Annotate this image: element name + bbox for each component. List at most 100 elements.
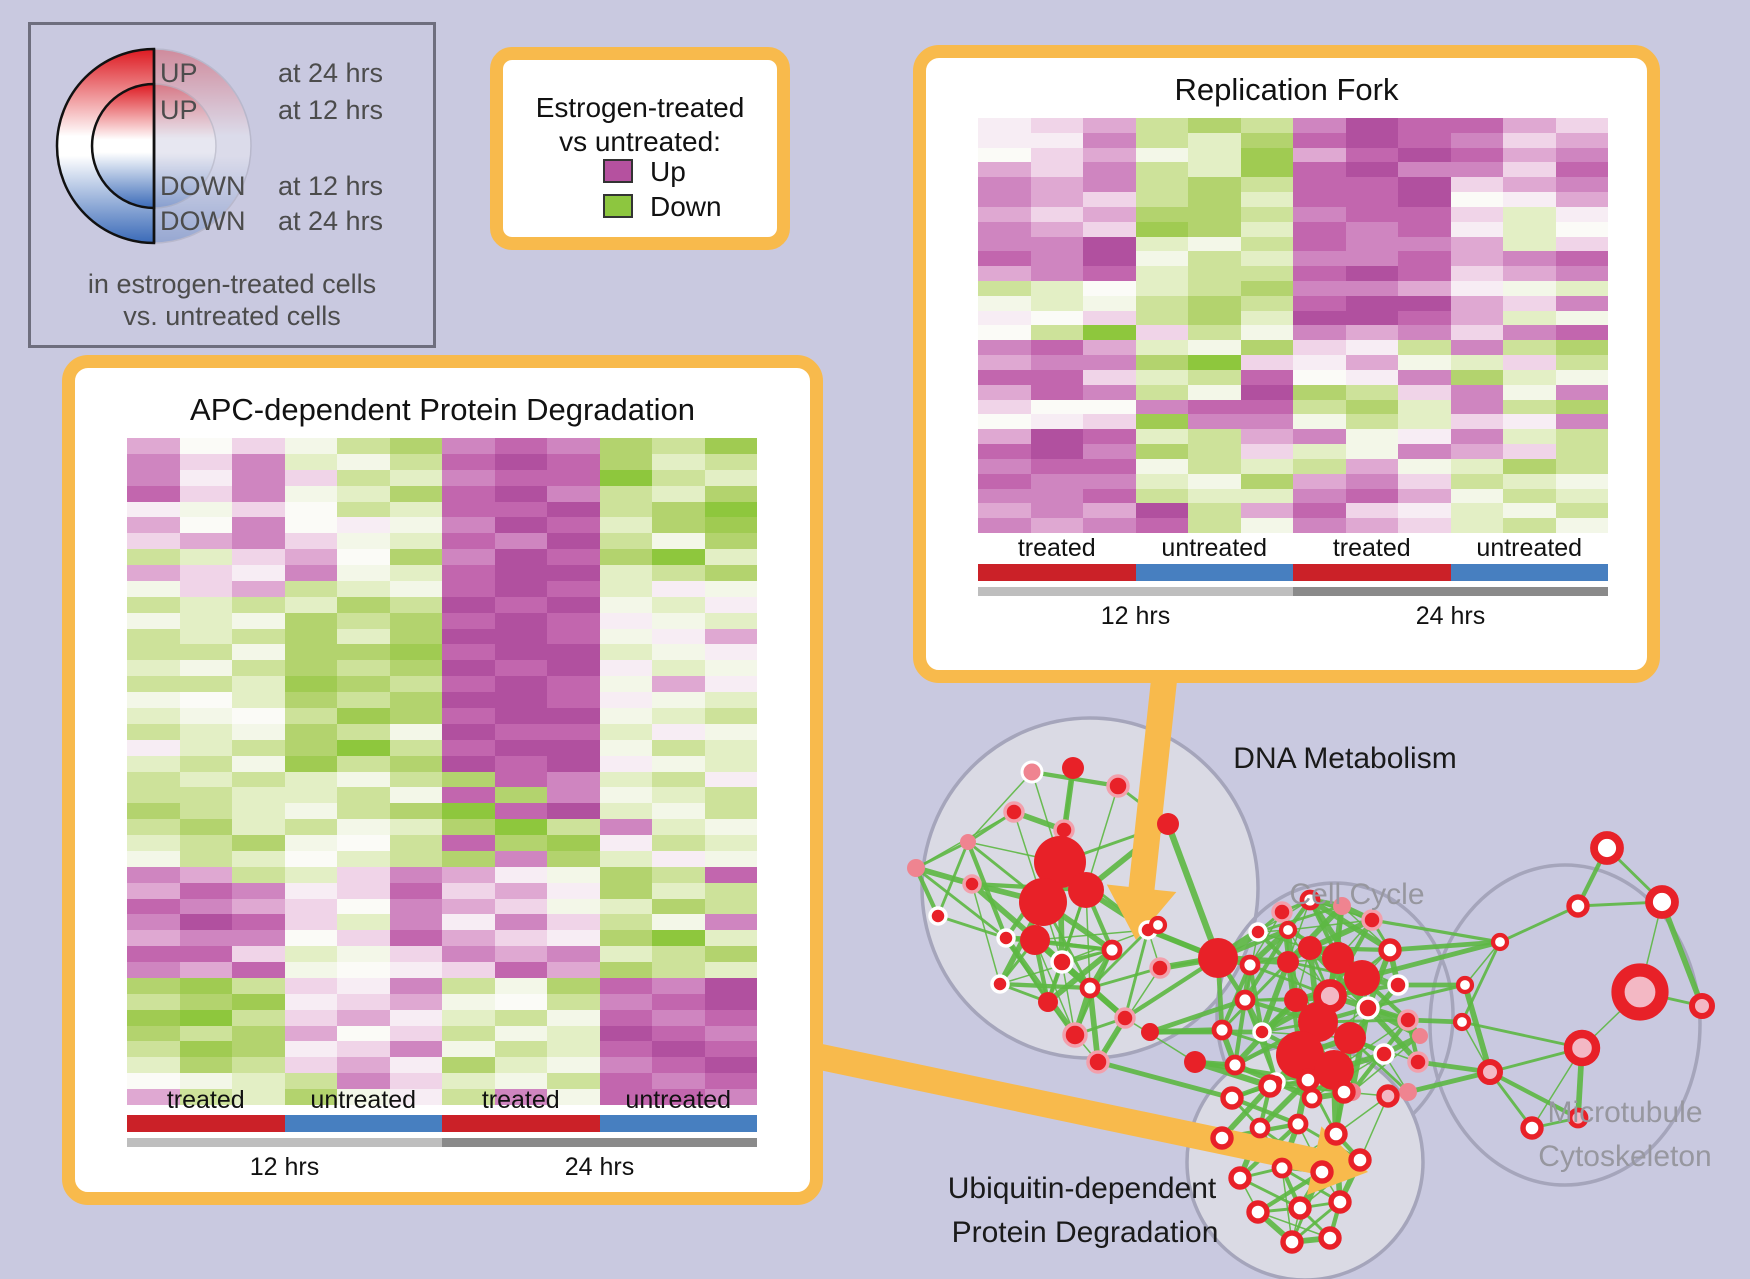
heatmap-cell <box>1240 473 1293 489</box>
heatmap-cell <box>1030 266 1083 282</box>
heatmap-cell <box>179 692 232 708</box>
heatmap-cell <box>1293 384 1346 400</box>
heatmap-cell <box>547 485 600 502</box>
network-edge <box>1489 1070 1579 1120</box>
heatmap-cell <box>1555 206 1608 222</box>
heatmap-cell <box>284 1009 337 1026</box>
heatmap-cell <box>284 835 337 851</box>
heatmap-cell <box>1555 325 1608 341</box>
network-edge <box>1046 947 1114 1005</box>
heatmap-cell <box>1503 414 1556 430</box>
legend-up24-dir: UP <box>160 58 198 88</box>
heatmap-cell <box>1398 518 1451 533</box>
heatmap-cell <box>652 580 705 597</box>
heatmap-cell <box>494 469 547 486</box>
heatmap-cell <box>1083 399 1136 415</box>
heatmap-cell <box>179 1009 232 1026</box>
heatmap-cell <box>127 596 180 613</box>
heatmap-cell <box>127 803 180 820</box>
heatmap-cell <box>442 485 495 502</box>
heatmap-cell <box>1083 518 1136 533</box>
heatmap-cell <box>337 739 390 756</box>
legend-down24-dir: DOWN <box>160 206 246 236</box>
heatmap-cell <box>704 692 757 708</box>
heatmap-cell <box>1555 444 1608 459</box>
heatmap-cell <box>1345 429 1398 445</box>
heatmap-cell <box>127 993 180 1010</box>
heatmap-cell <box>127 866 180 883</box>
heatmap-cell <box>1030 429 1083 445</box>
heatmap-cell <box>232 485 285 502</box>
heatmap-cell <box>232 692 285 708</box>
heatmap-cell <box>547 739 600 756</box>
heatmap-cell <box>1450 295 1503 311</box>
heatmap-cell <box>442 580 495 597</box>
heatmap-cell <box>978 132 1031 148</box>
heatmap-cell <box>599 644 652 661</box>
network-node <box>1034 836 1086 888</box>
heatmap-cell <box>179 1073 232 1090</box>
heatmap-cell <box>1293 281 1346 296</box>
heatmap-cell <box>179 723 232 740</box>
heatmap-cell <box>704 723 757 740</box>
heatmap-cell <box>284 533 337 550</box>
heatmap-cell <box>1188 473 1241 489</box>
heatmap-cell <box>704 1073 757 1090</box>
network-node <box>1050 950 1074 974</box>
heatmap-cell <box>442 438 495 454</box>
network-edge <box>1220 960 1290 1032</box>
heatmap-cell <box>127 580 180 597</box>
heatmap-cell <box>704 882 757 899</box>
heatmap-cell <box>1030 192 1083 207</box>
callout-arrow-2 <box>813 1043 1368 1195</box>
heatmap-cell <box>547 898 600 915</box>
heatmap-cell <box>442 946 495 963</box>
heatmap-cell <box>1345 340 1398 356</box>
heatmap-cell <box>337 1009 390 1026</box>
heatmap-cell <box>978 177 1031 193</box>
heatmap-cell <box>337 850 390 867</box>
heatmap-cell <box>1188 206 1241 222</box>
heatmap-cell <box>337 755 390 772</box>
heatmap-cell <box>1188 251 1241 267</box>
network-node <box>962 874 982 894</box>
heatmap-cell <box>1240 518 1293 533</box>
heatmap-cell <box>127 962 180 978</box>
network-node <box>1344 960 1380 996</box>
network-edge <box>1365 1006 1421 1064</box>
heatmap-cell <box>232 517 285 534</box>
heatmap-cell <box>704 866 757 883</box>
heatmap-cell <box>1503 473 1556 489</box>
heatmap-cell <box>1293 177 1346 193</box>
heatmap-cell <box>127 1041 180 1058</box>
heatmap-cell <box>284 850 337 867</box>
heatmap-cell <box>1240 162 1293 178</box>
heatmap-cell <box>599 771 652 788</box>
heatmap-cell <box>1240 503 1293 519</box>
cluster-label: Cytoskeleton <box>1538 1140 1712 1173</box>
heatmap-cell <box>442 453 495 470</box>
heatmap-cell <box>337 977 390 994</box>
heatmap-cell <box>494 565 547 581</box>
network-edge <box>1281 1167 1293 1243</box>
heatmap-cell <box>1345 518 1398 533</box>
heatmap-cell <box>1240 444 1293 459</box>
heatmap-cell <box>1188 147 1241 163</box>
heatmap-cell <box>652 850 705 867</box>
network-node <box>1184 1051 1206 1073</box>
heatmap-cell <box>337 580 390 597</box>
heatmap-cell <box>1240 414 1293 430</box>
heatmap-cell <box>337 993 390 1010</box>
heatmap-cell <box>284 1057 337 1074</box>
heatmap-cell <box>1503 192 1556 207</box>
heatmap-cell <box>1240 281 1293 296</box>
heatmap-cell <box>1135 369 1188 385</box>
heatmap-cell <box>337 565 390 581</box>
heatmap-cell <box>389 453 442 470</box>
heatmap-cell <box>284 755 337 772</box>
heatmap-cell <box>337 438 390 454</box>
heatmap-cell <box>442 930 495 947</box>
heatmap-cell <box>127 469 180 486</box>
heatmap-cell <box>1293 473 1346 489</box>
heatmap-cell <box>1345 399 1398 415</box>
